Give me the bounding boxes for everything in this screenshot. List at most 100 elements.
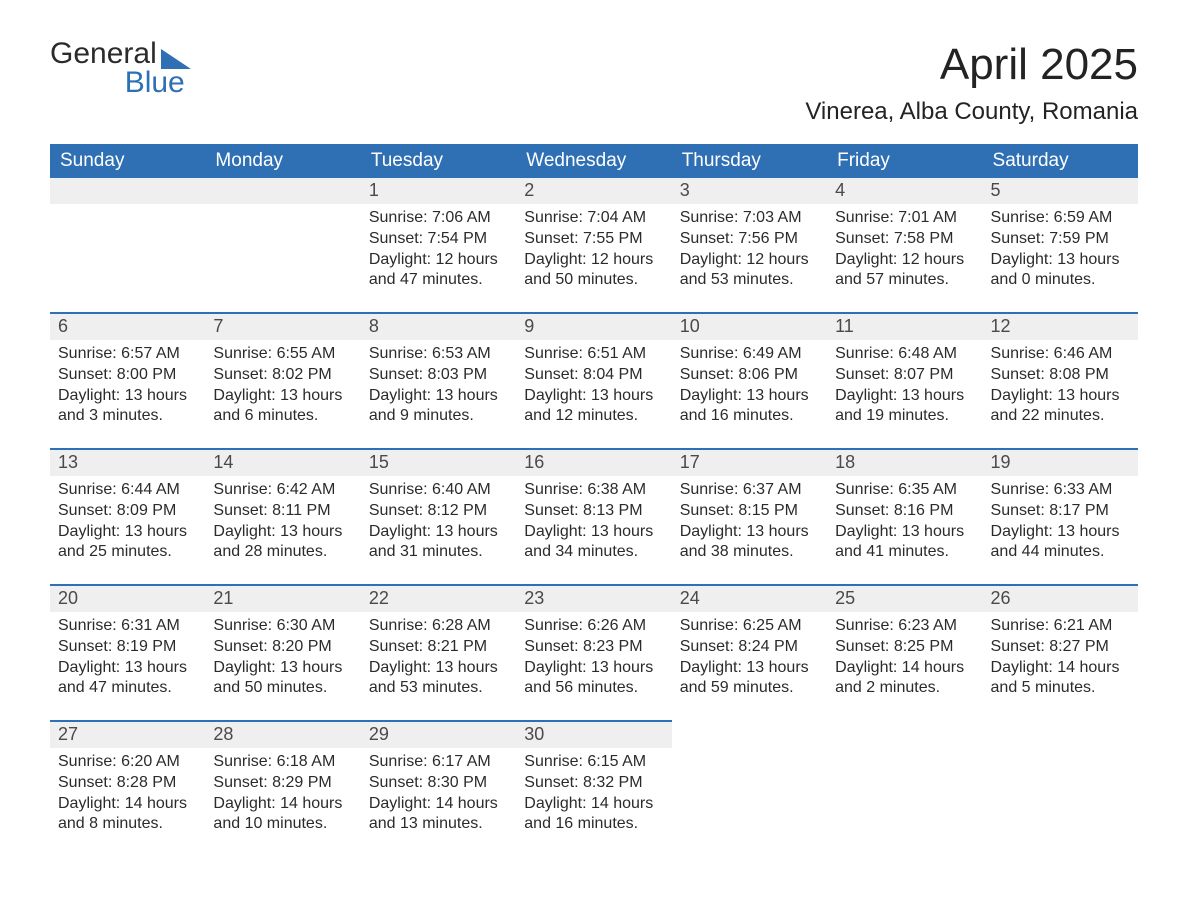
day-detail-line: Sunset: 8:16 PM <box>835 501 974 522</box>
day-detail-line: Sunset: 8:12 PM <box>369 501 508 522</box>
day-detail-line: Daylight: 14 hours and 5 minutes. <box>991 658 1130 700</box>
day-detail-line: Daylight: 13 hours and 9 minutes. <box>369 386 508 428</box>
title-block: April 2025 Vinerea, Alba County, Romania <box>805 40 1138 126</box>
calendar-page: General Blue April 2025 Vinerea, Alba Co… <box>0 0 1188 918</box>
day-detail-line: Daylight: 13 hours and 22 minutes. <box>991 386 1130 428</box>
day-detail-line: Sunset: 8:00 PM <box>58 365 197 386</box>
day-detail-line: Sunrise: 6:46 AM <box>991 344 1130 365</box>
calendar-day-cell: 9Sunrise: 6:51 AMSunset: 8:04 PMDaylight… <box>516 313 671 449</box>
day-detail-line: Sunrise: 6:37 AM <box>680 480 819 501</box>
day-number: 17 <box>672 450 827 476</box>
day-number: 16 <box>516 450 671 476</box>
day-number: 8 <box>361 314 516 340</box>
calendar-day-cell: 24Sunrise: 6:25 AMSunset: 8:24 PMDayligh… <box>672 585 827 721</box>
day-detail-line: Daylight: 14 hours and 10 minutes. <box>213 794 352 836</box>
day-details: Sunrise: 6:20 AMSunset: 8:28 PMDaylight:… <box>50 748 205 843</box>
day-number: 30 <box>516 722 671 748</box>
day-details: Sunrise: 6:48 AMSunset: 8:07 PMDaylight:… <box>827 340 982 435</box>
day-detail-line: Daylight: 13 hours and 47 minutes. <box>58 658 197 700</box>
day-detail-line: Daylight: 13 hours and 41 minutes. <box>835 522 974 564</box>
calendar-day-cell <box>672 721 827 856</box>
day-detail-line: Sunrise: 6:55 AM <box>213 344 352 365</box>
day-details: Sunrise: 6:35 AMSunset: 8:16 PMDaylight:… <box>827 476 982 571</box>
day-detail-line: Daylight: 13 hours and 31 minutes. <box>369 522 508 564</box>
calendar-day-cell: 8Sunrise: 6:53 AMSunset: 8:03 PMDaylight… <box>361 313 516 449</box>
day-detail-line: Daylight: 13 hours and 6 minutes. <box>213 386 352 428</box>
day-detail-line: Sunrise: 7:03 AM <box>680 208 819 229</box>
day-detail-line: Daylight: 13 hours and 50 minutes. <box>213 658 352 700</box>
day-detail-line: Sunset: 8:17 PM <box>991 501 1130 522</box>
weekday-header: Tuesday <box>361 144 516 178</box>
day-detail-line: Daylight: 13 hours and 38 minutes. <box>680 522 819 564</box>
day-detail-line: Sunrise: 6:33 AM <box>991 480 1130 501</box>
day-detail-line: Daylight: 13 hours and 44 minutes. <box>991 522 1130 564</box>
calendar-day-cell: 27Sunrise: 6:20 AMSunset: 8:28 PMDayligh… <box>50 721 205 856</box>
day-detail-line: Sunset: 8:32 PM <box>524 773 663 794</box>
day-number: 4 <box>827 178 982 204</box>
day-number: 12 <box>983 314 1138 340</box>
day-details: Sunrise: 6:31 AMSunset: 8:19 PMDaylight:… <box>50 612 205 707</box>
day-detail-line: Sunrise: 7:06 AM <box>369 208 508 229</box>
day-detail-line: Sunset: 8:30 PM <box>369 773 508 794</box>
day-detail-line: Sunset: 8:04 PM <box>524 365 663 386</box>
day-detail-line: Sunset: 8:23 PM <box>524 637 663 658</box>
day-number: 13 <box>50 450 205 476</box>
day-details: Sunrise: 7:06 AMSunset: 7:54 PMDaylight:… <box>361 204 516 299</box>
day-detail-line: Sunrise: 6:15 AM <box>524 752 663 773</box>
day-number: 3 <box>672 178 827 204</box>
calendar-week-row: 27Sunrise: 6:20 AMSunset: 8:28 PMDayligh… <box>50 721 1138 856</box>
day-details: Sunrise: 6:37 AMSunset: 8:15 PMDaylight:… <box>672 476 827 571</box>
day-detail-line: Daylight: 14 hours and 16 minutes. <box>524 794 663 836</box>
day-detail-line: Daylight: 13 hours and 19 minutes. <box>835 386 974 428</box>
calendar-day-cell: 10Sunrise: 6:49 AMSunset: 8:06 PMDayligh… <box>672 313 827 449</box>
day-details: Sunrise: 6:18 AMSunset: 8:29 PMDaylight:… <box>205 748 360 843</box>
calendar-day-cell: 26Sunrise: 6:21 AMSunset: 8:27 PMDayligh… <box>983 585 1138 721</box>
day-details: Sunrise: 6:59 AMSunset: 7:59 PMDaylight:… <box>983 204 1138 299</box>
calendar-day-cell: 25Sunrise: 6:23 AMSunset: 8:25 PMDayligh… <box>827 585 982 721</box>
calendar-day-cell: 5Sunrise: 6:59 AMSunset: 7:59 PMDaylight… <box>983 178 1138 313</box>
calendar-day-cell: 21Sunrise: 6:30 AMSunset: 8:20 PMDayligh… <box>205 585 360 721</box>
day-number: 1 <box>361 178 516 204</box>
day-detail-line: Sunrise: 6:51 AM <box>524 344 663 365</box>
day-number: 28 <box>205 722 360 748</box>
day-detail-line: Sunset: 8:24 PM <box>680 637 819 658</box>
calendar-day-cell: 19Sunrise: 6:33 AMSunset: 8:17 PMDayligh… <box>983 449 1138 585</box>
day-number: 27 <box>50 722 205 748</box>
day-details: Sunrise: 6:21 AMSunset: 8:27 PMDaylight:… <box>983 612 1138 707</box>
day-detail-line: Sunset: 8:09 PM <box>58 501 197 522</box>
day-details: Sunrise: 6:26 AMSunset: 8:23 PMDaylight:… <box>516 612 671 707</box>
day-detail-line: Daylight: 14 hours and 2 minutes. <box>835 658 974 700</box>
calendar-day-cell: 30 Sunrise: 6:15 AMSunset: 8:32 PMDayligh… <box>516 721 671 856</box>
day-detail-line: Sunrise: 6:53 AM <box>369 344 508 365</box>
calendar-day-cell: 22Sunrise: 6:28 AMSunset: 8:21 PMDayligh… <box>361 585 516 721</box>
calendar-week-row: 1Sunrise: 7:06 AMSunset: 7:54 PMDaylight… <box>50 178 1138 313</box>
day-detail-line: Sunrise: 6:42 AM <box>213 480 352 501</box>
day-details: Sunrise: 6:46 AMSunset: 8:08 PMDaylight:… <box>983 340 1138 435</box>
day-details: Sunrise: 6:49 AMSunset: 8:06 PMDaylight:… <box>672 340 827 435</box>
brand-text-blue: Blue <box>125 69 185 98</box>
day-detail-line: Sunset: 8:19 PM <box>58 637 197 658</box>
day-number: 15 <box>361 450 516 476</box>
day-detail-line: Sunset: 8:08 PM <box>991 365 1130 386</box>
day-detail-line: Sunrise: 6:44 AM <box>58 480 197 501</box>
day-detail-line: Sunrise: 6:30 AM <box>213 616 352 637</box>
calendar-day-cell: 17Sunrise: 6:37 AMSunset: 8:15 PMDayligh… <box>672 449 827 585</box>
weekday-header: Monday <box>205 144 360 178</box>
calendar-day-cell: 13Sunrise: 6:44 AMSunset: 8:09 PMDayligh… <box>50 449 205 585</box>
day-number: 25 <box>827 586 982 612</box>
calendar-header-row: Sunday Monday Tuesday Wednesday Thursday… <box>50 144 1138 178</box>
day-details: Sunrise: 6:23 AMSunset: 8:25 PMDaylight:… <box>827 612 982 707</box>
day-details: Sunrise: 6:42 AMSunset: 8:11 PMDaylight:… <box>205 476 360 571</box>
calendar-day-cell: 20Sunrise: 6:31 AMSunset: 8:19 PMDayligh… <box>50 585 205 721</box>
day-detail-line: Daylight: 12 hours and 50 minutes. <box>524 250 663 292</box>
calendar-week-row: 20Sunrise: 6:31 AMSunset: 8:19 PMDayligh… <box>50 585 1138 721</box>
day-detail-line: Sunset: 8:13 PM <box>524 501 663 522</box>
day-detail-line: Sunset: 7:55 PM <box>524 229 663 250</box>
calendar-day-cell: 14Sunrise: 6:42 AMSunset: 8:11 PMDayligh… <box>205 449 360 585</box>
day-detail-line: Sunset: 7:58 PM <box>835 229 974 250</box>
day-number: 24 <box>672 586 827 612</box>
day-details: Sunrise: 6:57 AMSunset: 8:00 PMDaylight:… <box>50 340 205 435</box>
calendar-day-cell: 12Sunrise: 6:46 AMSunset: 8:08 PMDayligh… <box>983 313 1138 449</box>
day-details: Sunrise: 6:17 AMSunset: 8:30 PMDaylight:… <box>361 748 516 843</box>
day-detail-line: Sunrise: 6:25 AM <box>680 616 819 637</box>
